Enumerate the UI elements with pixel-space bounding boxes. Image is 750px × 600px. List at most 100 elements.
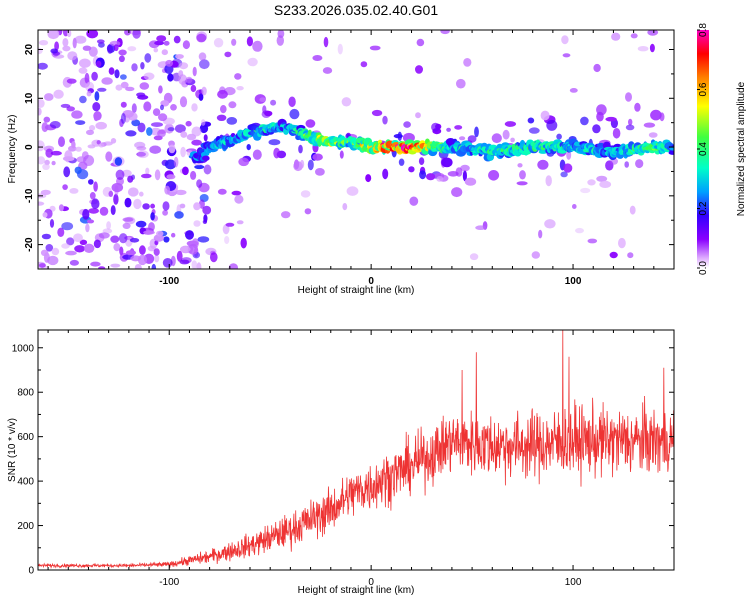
spectrogram-cell bbox=[426, 173, 436, 181]
spectrogram-cell bbox=[431, 122, 440, 132]
spectrogram-cell bbox=[175, 54, 184, 59]
spectrogram-cell bbox=[98, 266, 106, 269]
spectrogram-cell bbox=[63, 166, 71, 178]
x-tick-label: -100 bbox=[159, 276, 179, 287]
spectrogram-cell bbox=[510, 137, 515, 143]
spectrogram-cell bbox=[106, 221, 111, 230]
colorbar-label: Normalized spectral amplitude bbox=[736, 81, 747, 216]
spectrogram-cell bbox=[174, 211, 184, 219]
spectrogram-cell bbox=[563, 163, 573, 173]
snr-x-axis-label: Height of straight line (km) bbox=[298, 585, 415, 596]
spectrogram-cell bbox=[129, 238, 140, 243]
spectrogram-cell bbox=[252, 149, 262, 160]
spectrogram-cell bbox=[86, 129, 94, 136]
spectrogram-cell bbox=[460, 164, 470, 172]
spectrogram-cell bbox=[409, 196, 419, 206]
spectrogram-cell bbox=[62, 38, 69, 47]
spectrogram-cell bbox=[173, 35, 181, 44]
colorbar-tick-label: 0.2 bbox=[698, 201, 709, 215]
spectrogram-cell bbox=[217, 89, 228, 99]
spectrogram-cell bbox=[38, 47, 43, 55]
spectrogram-cell bbox=[190, 84, 197, 93]
spectrogram-cell bbox=[264, 110, 273, 117]
spectrogram-cell bbox=[143, 72, 155, 81]
spectrogram-cell bbox=[637, 46, 649, 52]
spectrogram-cell bbox=[488, 170, 500, 181]
spectrogram-cell bbox=[107, 44, 113, 54]
spectrogram-cell bbox=[178, 74, 188, 85]
spectrogram-cell bbox=[596, 175, 608, 182]
spectrogram-cell bbox=[44, 93, 54, 101]
spectrogram-cell bbox=[418, 157, 425, 166]
spectrogram-cell bbox=[569, 88, 578, 93]
spectrogram-cell bbox=[545, 175, 552, 187]
spectrogram-cell bbox=[441, 157, 453, 168]
spectrogram-cell bbox=[66, 237, 75, 246]
spectrogram-cell bbox=[611, 32, 621, 41]
spectrogram-cell bbox=[145, 167, 150, 175]
snr-series-line bbox=[38, 330, 674, 570]
spectrogram-cell bbox=[408, 166, 415, 173]
spectrogram-cell bbox=[451, 187, 463, 198]
spectrogram-cell bbox=[93, 111, 102, 121]
spectrogram-cell bbox=[99, 206, 109, 216]
spectrogram-cell bbox=[436, 176, 444, 182]
spectrogram-cell bbox=[61, 243, 70, 249]
spectrogram-cell bbox=[504, 121, 517, 127]
spectrogram-cell bbox=[213, 37, 224, 48]
spectrogram-cell bbox=[132, 30, 141, 39]
spectrogram-cell bbox=[592, 124, 601, 134]
spectrogram-cell bbox=[65, 250, 77, 256]
spectrogram-cell bbox=[143, 101, 152, 112]
spectrogram-cell bbox=[38, 107, 42, 116]
spectrogram-cell bbox=[416, 38, 425, 47]
spectrogram-cell bbox=[51, 247, 60, 256]
spectrogram-cell bbox=[240, 237, 247, 249]
spectrogram-cell bbox=[73, 233, 83, 242]
spectrogram-cell bbox=[118, 233, 128, 244]
spectrogram-cell bbox=[322, 67, 333, 74]
spectrogram-cell bbox=[158, 113, 168, 122]
spectrogram-cell bbox=[268, 139, 281, 146]
spectrogram-cell bbox=[40, 249, 49, 256]
spectrogram-cell bbox=[98, 232, 110, 239]
spectrogram-cell bbox=[79, 58, 91, 68]
spectrogram-cell bbox=[365, 174, 372, 183]
spectrogram-cell bbox=[98, 143, 105, 148]
spectrogram-cell bbox=[609, 251, 618, 259]
y-tick-label: 200 bbox=[17, 521, 34, 532]
spectrogram-cell bbox=[38, 201, 45, 206]
spectrogram-cell bbox=[634, 102, 641, 112]
spectrogram-cell bbox=[58, 136, 65, 147]
spectrogram-ridge-cell bbox=[202, 155, 210, 161]
spectrogram-cell bbox=[216, 114, 227, 122]
spectrogram-cell bbox=[446, 127, 451, 132]
chart-title: S233.2026.035.02.40.G01 bbox=[274, 2, 438, 18]
spectrogram-cell bbox=[160, 104, 164, 111]
spectrogram-cell bbox=[527, 117, 535, 124]
spectrogram-cell bbox=[42, 212, 48, 218]
spectrogram-cell bbox=[131, 63, 138, 72]
y-tick-label: 0 bbox=[28, 566, 34, 577]
spectrogram-cell bbox=[165, 59, 174, 67]
spectrogram-cell bbox=[128, 112, 138, 121]
spectrogram-cell bbox=[47, 30, 60, 40]
spectrogram-cell bbox=[166, 174, 176, 180]
spectrogram-cell bbox=[109, 40, 121, 47]
spectrogram-cell bbox=[75, 120, 86, 125]
x-tick-label: 100 bbox=[565, 276, 582, 287]
spectrogram-cell bbox=[289, 108, 300, 120]
spectrogram-cell bbox=[191, 103, 198, 112]
spectrogram-cell bbox=[288, 96, 296, 108]
spectrogram-cell bbox=[398, 158, 405, 166]
spectrogram-cell bbox=[131, 103, 137, 114]
spectrogram-cell bbox=[491, 133, 502, 144]
spectrogram-cell bbox=[415, 112, 421, 119]
spectrogram-cell bbox=[546, 119, 558, 131]
spectrogram-cell bbox=[102, 228, 113, 234]
spectrogram-cell bbox=[517, 163, 523, 168]
spectrogram-cell bbox=[163, 40, 170, 46]
y-tick-label: 600 bbox=[17, 432, 34, 443]
spectrogram-cell bbox=[96, 39, 105, 44]
spectrogram-cell bbox=[93, 181, 98, 192]
